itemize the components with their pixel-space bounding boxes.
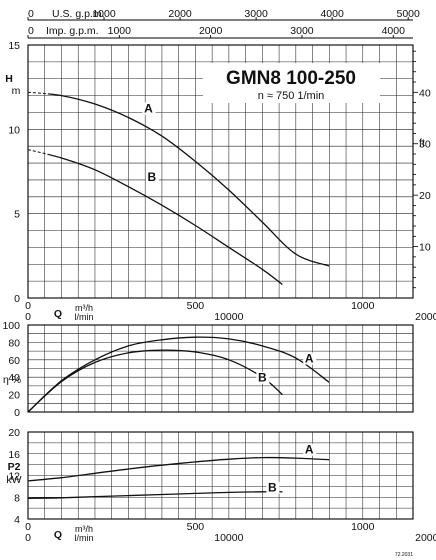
head-right-ytick-label: 10 xyxy=(419,242,431,254)
chart-title: GMN8 100-250 xyxy=(226,68,356,89)
head-ytick-label: 15 xyxy=(8,40,20,52)
eff-curve-A xyxy=(27,336,330,413)
m3h-tick-label: 0 xyxy=(25,521,31,533)
pow-curve-A xyxy=(27,456,330,482)
head-curve-B xyxy=(48,153,283,286)
eff-curve-B xyxy=(27,349,283,413)
title-box xyxy=(203,63,380,103)
curve-label-bg xyxy=(266,481,280,494)
head-ytick-label: 5 xyxy=(14,209,20,221)
lmin-tick-label: 20000 xyxy=(415,532,436,544)
curve-label-bg xyxy=(142,102,156,115)
lmin-tick-label: 0 xyxy=(25,311,31,323)
pow-curve-label-B: B xyxy=(268,481,277,495)
m3h-tick-label: 1000 xyxy=(351,521,375,533)
head-right-ytick-label: 30 xyxy=(419,139,431,151)
lmin-tick-label: 10000 xyxy=(214,311,243,323)
m3h-tick-label: 0 xyxy=(25,300,31,312)
top-scale-tick-label: 0 xyxy=(28,25,34,37)
q-unit-m3h: m³/h xyxy=(75,524,93,534)
q-unit-m3h: m³/h xyxy=(75,303,93,313)
eff-ytick-label: 60 xyxy=(8,355,20,367)
lmin-tick-label: 0 xyxy=(25,532,31,544)
top-scale-tick-label: 1000 xyxy=(108,25,132,37)
head-ylabel-unit: m xyxy=(12,85,21,97)
curve-label-bg xyxy=(145,170,159,183)
head-panel-frame xyxy=(27,44,414,299)
chart-subtitle: n ≈ 750 1/min xyxy=(258,90,325,102)
head-ytick-label: 10 xyxy=(8,124,20,136)
top-scale-tick-label: 4000 xyxy=(320,8,344,20)
pow-curve-label-A: A xyxy=(305,443,314,457)
efficiency-panel-frame xyxy=(27,324,414,413)
curve-label-bg xyxy=(256,371,270,384)
curve-label-bg xyxy=(303,443,317,456)
q-unit-lmin: l/min xyxy=(74,533,93,543)
eff-ytick-label: 20 xyxy=(8,390,20,402)
head-right-ytick-label: 40 xyxy=(419,87,431,99)
m3h-tick-label: 1000 xyxy=(351,300,375,312)
lmin-tick-label: 20000 xyxy=(415,311,436,323)
pow-ytick-label: 4 xyxy=(14,514,20,526)
eff-ytick-label: 40 xyxy=(8,372,20,384)
pow-ytick-label: 20 xyxy=(8,427,20,439)
m3h-tick-label: 500 xyxy=(187,300,205,312)
head-ylabel: H xyxy=(5,73,13,85)
top-scale-tick-label: 5000 xyxy=(396,8,420,20)
eff-curve-label-A: A xyxy=(305,352,314,366)
top-scale-label: Imp. g.p.m. xyxy=(46,25,99,37)
pow-curve-B xyxy=(27,491,283,499)
q-axis-label: Q xyxy=(54,529,62,541)
q-axis-label: Q xyxy=(54,308,62,320)
eff-ytick-label: 0 xyxy=(14,407,20,419)
eff-curve-label-B: B xyxy=(258,371,267,385)
head-ytick-label: 0 xyxy=(14,293,20,305)
pow-ylabel: P2 xyxy=(8,461,21,473)
top-scale-tick-label: 0 xyxy=(28,8,34,20)
lmin-tick-label: 10000 xyxy=(214,532,243,544)
pow-ytick-label: 12 xyxy=(8,471,20,483)
m3h-tick-label: 500 xyxy=(187,521,205,533)
q-unit-lmin: l/min xyxy=(74,312,93,322)
footnote-code: 72.2031 xyxy=(395,552,413,558)
top-scale-tick-label: 4000 xyxy=(382,25,406,37)
eff-ytick-label: 100 xyxy=(2,320,20,332)
head-curve-A xyxy=(48,93,330,267)
eff-ytick-label: 80 xyxy=(8,337,20,349)
curve-label-bg xyxy=(303,352,317,365)
top-scale-tick-label: 3000 xyxy=(290,25,314,37)
power-panel-frame xyxy=(27,431,414,520)
head-curve-label-B: B xyxy=(148,170,157,184)
pow-ytick-label: 16 xyxy=(8,449,20,461)
top-scale-tick-label: 3000 xyxy=(244,8,268,20)
head-right-ytick-label: 20 xyxy=(419,190,431,202)
top-scale-tick-label: 2000 xyxy=(168,8,192,20)
head-curve-label-A: A xyxy=(144,102,153,116)
top-scale-label: U.S. g.p.m. xyxy=(52,8,105,20)
top-scale-tick-label: 2000 xyxy=(199,25,223,37)
top-scale-tick-label: 1000 xyxy=(92,8,116,20)
head-right-ylabel: ft xyxy=(419,137,425,149)
pow-ytick-label: 8 xyxy=(14,492,20,504)
pow-ylabel-unit: kW xyxy=(6,474,21,486)
eff-ylabel: η % xyxy=(3,374,21,386)
